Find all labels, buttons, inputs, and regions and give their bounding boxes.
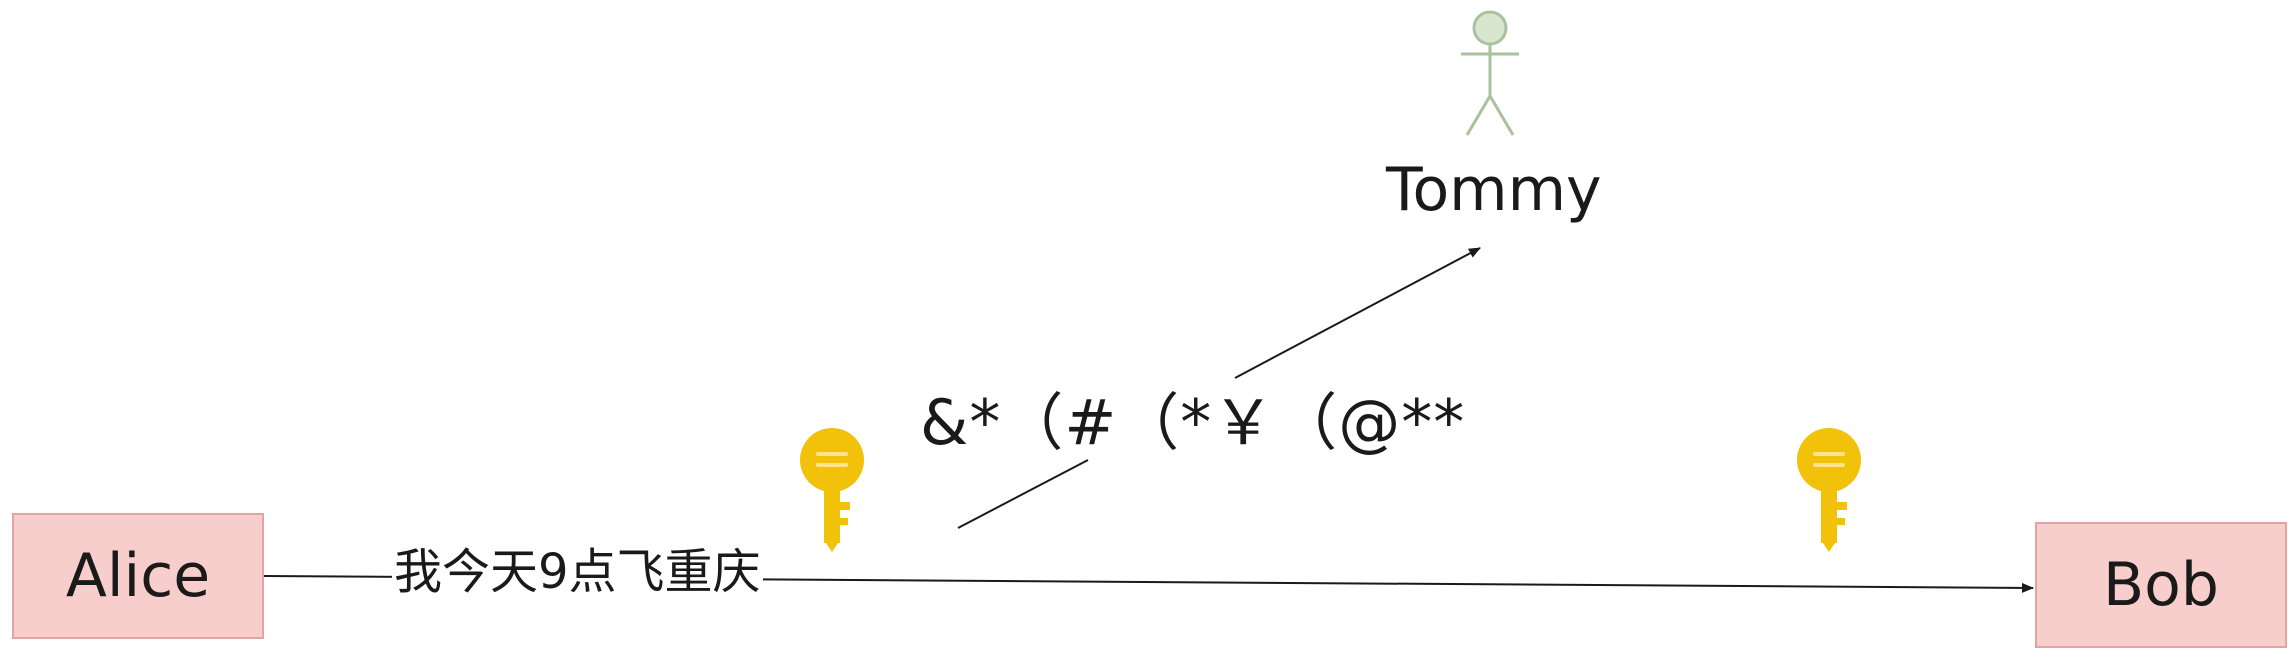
plaintext-message-label: 我今天9点飞重庆 — [392, 544, 763, 600]
alice-node: Alice — [12, 513, 264, 639]
bob-node: Bob — [2035, 522, 2287, 648]
stick-figure-actor-icon — [1461, 10, 1519, 136]
bob-label: Bob — [2103, 550, 2219, 620]
key-icon — [800, 428, 864, 552]
ciphertext-message-label: &*（#（*￥（@** — [920, 386, 1466, 459]
intercept-edge-lower — [957, 459, 1089, 529]
key-icon — [1797, 428, 1861, 552]
tommy-label: Tommy — [1386, 155, 1602, 225]
intercept-edge-upper — [1234, 247, 1481, 379]
alice-label: Alice — [65, 541, 211, 611]
